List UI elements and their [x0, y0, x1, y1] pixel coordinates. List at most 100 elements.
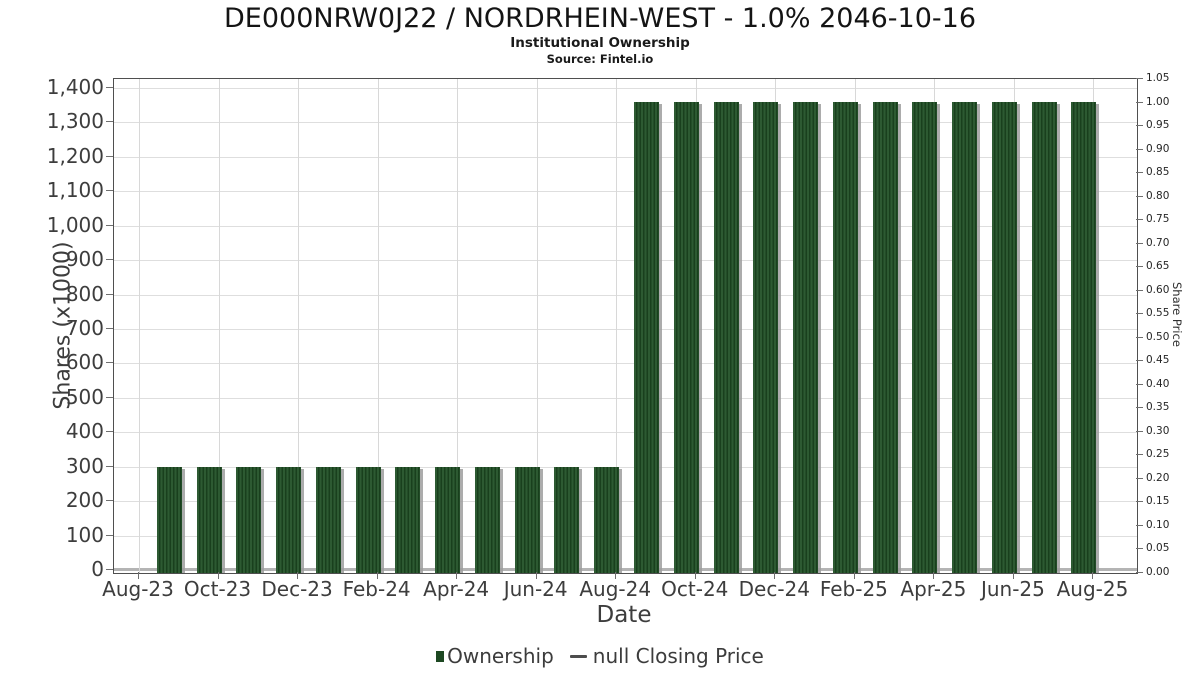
y-tick-label-right: 0.00 [1146, 566, 1170, 578]
x-tick-label: Apr-24 [423, 577, 490, 601]
x-tick-label: Oct-24 [661, 577, 729, 601]
ownership-bar[interactable] [991, 101, 1017, 573]
y-tick-label-left: 400 [65, 419, 104, 444]
ownership-bar[interactable] [276, 466, 302, 573]
square-icon [436, 650, 445, 662]
y-tick-mark-left [106, 431, 113, 433]
y-tick-mark-right [1136, 242, 1143, 244]
y-tick-label-left: 1,200 [46, 143, 104, 168]
ownership-bar[interactable] [514, 466, 540, 573]
y-tick-mark-right [1136, 524, 1143, 526]
chart-subtitle: Institutional Ownership [510, 35, 690, 51]
h-gridline [114, 397, 1137, 399]
ownership-bar[interactable] [753, 101, 779, 573]
v-gridline [536, 79, 538, 573]
y-axis-label-right: Share Price [1170, 282, 1184, 347]
baseline-shadow [114, 568, 1137, 571]
x-tick-mark [694, 572, 696, 579]
y-tick-label-right: 0.60 [1146, 283, 1170, 296]
y-tick-mark-right [1136, 125, 1143, 127]
ownership-bar[interactable] [872, 101, 898, 573]
h-gridline [114, 466, 1137, 468]
h-gridline [114, 328, 1137, 330]
v-gridline [218, 79, 220, 573]
h-gridline [114, 225, 1137, 227]
y-tick-label-left: 100 [65, 522, 104, 547]
ownership-bar[interactable] [594, 466, 620, 573]
x-tick-label: Feb-25 [819, 577, 888, 601]
h-gridline [114, 294, 1137, 296]
ownership-bar[interactable] [634, 101, 659, 573]
y-tick-label-right: 0.90 [1146, 142, 1170, 155]
x-tick-mark [1012, 572, 1014, 579]
y-tick-mark-left [106, 86, 113, 88]
y-tick-mark-left [106, 121, 113, 123]
ownership-bar[interactable] [832, 101, 858, 573]
y-tick-mark-right [1136, 383, 1143, 385]
x-tick-mark [138, 572, 139, 579]
y-tick-label-left: 1,300 [46, 109, 104, 134]
h-gridline [114, 191, 1137, 193]
y-tick-label-right: 0.10 [1146, 518, 1170, 531]
y-tick-label-left: 1,100 [46, 178, 104, 203]
ownership-bar[interactable] [673, 101, 699, 573]
x-tick-mark [217, 572, 219, 579]
ownership-bar[interactable] [554, 466, 580, 573]
y-tick-mark-right [1136, 266, 1143, 268]
y-tick-mark-right [1136, 101, 1143, 103]
ownership-bar[interactable] [236, 466, 262, 573]
y-tick-mark-right [1136, 360, 1143, 362]
y-tick-label-left: 700 [65, 315, 104, 340]
y-tick-label-right: 0.75 [1146, 213, 1170, 226]
ownership-bar[interactable] [713, 101, 739, 573]
y-tick-mark-right [1136, 454, 1143, 456]
y-tick-label-right: 0.05 [1146, 542, 1170, 555]
y-tick-mark-left [106, 534, 113, 536]
y-tick-mark-left [106, 362, 113, 364]
y-tick-label-right: 0.35 [1146, 401, 1170, 414]
y-tick-label-right: 0.85 [1146, 166, 1170, 179]
legend-label: Ownership [447, 644, 554, 668]
x-tick-mark [933, 572, 935, 579]
ownership-bar[interactable] [196, 466, 222, 573]
ownership-bar[interactable] [1031, 101, 1057, 573]
y-tick-label-left: 600 [65, 350, 104, 375]
ownership-bar[interactable] [1071, 101, 1097, 573]
ownership-bar[interactable] [315, 466, 341, 573]
y-tick-label-right: 0.25 [1146, 448, 1170, 461]
ownership-bar[interactable] [793, 101, 819, 573]
y-tick-mark-right [1136, 430, 1143, 432]
ownership-bar[interactable] [156, 466, 182, 573]
ownership-bar[interactable] [435, 466, 461, 573]
y-tick-label-right: 0.40 [1146, 377, 1170, 390]
y-tick-mark-left [106, 293, 113, 295]
y-tick-mark-right [1136, 195, 1143, 197]
y-tick-label-right: 0.55 [1146, 307, 1170, 320]
y-tick-label-left: 300 [65, 453, 104, 478]
line-icon [569, 654, 587, 658]
y-tick-mark-right [1136, 407, 1143, 409]
y-tick-mark-right [1136, 336, 1143, 338]
y-tick-mark-left [106, 327, 113, 329]
ownership-bar[interactable] [395, 466, 421, 573]
y-tick-mark-left [106, 155, 113, 157]
h-gridline [114, 363, 1137, 365]
legend-item-ownership[interactable]: Ownership [436, 644, 554, 668]
x-tick-label: Feb-24 [342, 577, 411, 601]
x-tick-mark [615, 572, 617, 579]
y-tick-mark-right [1136, 548, 1143, 550]
ownership-bar[interactable] [474, 466, 500, 573]
legend-item-closing-price[interactable]: null Closing Price [569, 644, 764, 668]
h-gridline [114, 501, 1137, 503]
y-tick-label-right: 0.30 [1146, 424, 1170, 437]
y-tick-mark-right [1136, 289, 1143, 291]
y-tick-label-left: 900 [65, 247, 104, 272]
y-tick-label-left: 500 [65, 384, 104, 409]
ownership-bar[interactable] [355, 466, 381, 573]
y-tick-mark-right [1136, 148, 1143, 150]
x-tick-label: Dec-23 [261, 577, 333, 601]
y-tick-mark-left [106, 500, 113, 502]
ownership-bar[interactable] [912, 101, 938, 573]
ownership-bar[interactable] [952, 101, 978, 573]
